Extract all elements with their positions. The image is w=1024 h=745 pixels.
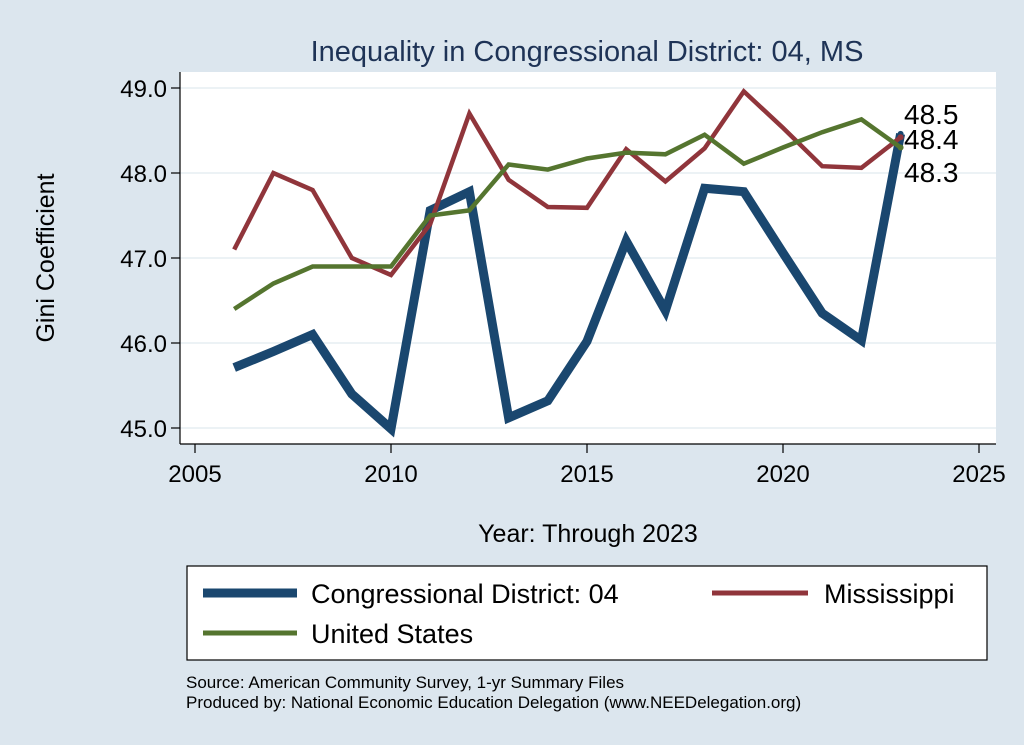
end-label-united-states: 48.3 [904,157,959,188]
end-label-mississippi: 48.4 [904,124,959,155]
legend-label-district: Congressional District: 04 [311,579,619,609]
y-tick-label-1: 46.0 [120,331,167,358]
chart-title: Inequality in Congressional District: 04… [311,36,864,68]
series-group [232,87,906,438]
x-tick-label-2: 2015 [560,461,613,488]
y-tick-label-3: 48.0 [120,161,167,188]
legend-label-mississippi: Mississippi [824,579,955,609]
end-label-district: 48.5 [904,99,959,130]
y-tick-label-4: 49.0 [120,76,167,103]
legend-label-united-states: United States [311,619,473,649]
y-axis: 45.0 46.0 47.0 48.0 49.0 [120,72,181,444]
series-line-district [232,133,906,438]
y-tick-label-2: 47.0 [120,246,167,273]
x-tick-label-0: 2005 [168,461,221,488]
y-axis-title: Gini Coefficient [32,173,60,342]
series-line-mississippi [232,87,902,278]
series-end-point-mississippi [897,134,904,141]
x-tick-label-3: 2020 [756,461,809,488]
series-line-united-states [232,116,902,311]
end-labels: 48.5 48.4 48.3 [904,99,959,188]
series-end-point-united-states [897,144,904,151]
x-axis-title: Year: Through 2023 [478,520,698,548]
legend-box [186,565,988,661]
x-axis: 2005 2010 2015 2020 2025 [168,443,1006,488]
y-tick-label-0: 45.0 [120,416,167,443]
produced-note: Produced by: National Economic Education… [186,693,801,712]
x-tick-label-1: 2010 [364,461,417,488]
source-note: Source: American Community Survey, 1-yr … [186,673,624,692]
legend: Congressional District: 04 Mississippi U… [186,565,988,661]
x-tick-label-4: 2025 [952,461,1005,488]
